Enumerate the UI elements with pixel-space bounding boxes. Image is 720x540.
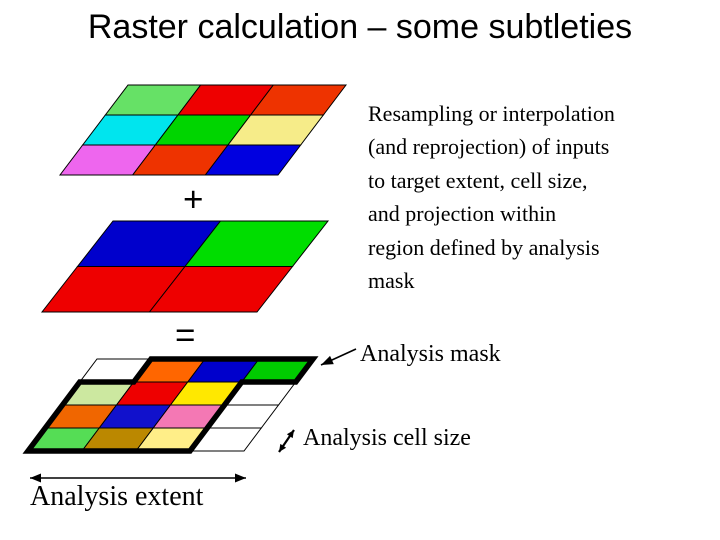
analysis-extent-arrow — [30, 473, 246, 483]
raster-cell — [204, 144, 302, 176]
description-line: to target extent, cell size, — [368, 167, 588, 193]
arrowhead — [286, 430, 294, 439]
raster-cell — [148, 266, 294, 313]
arrowhead — [30, 473, 41, 483]
input-raster-1-grid — [58, 84, 348, 176]
description-line: mask — [368, 268, 415, 294]
arrowhead — [235, 473, 246, 483]
equals-operator: = — [175, 316, 196, 355]
analysis-cell-size-label: Analysis cell size — [303, 425, 471, 451]
analysis-cell-size-arrow — [278, 429, 295, 453]
input-raster-2-grid — [40, 220, 330, 313]
description-line: region defined by analysis — [368, 234, 600, 260]
analysis-mask-outline — [22, 356, 319, 454]
slide-title: Raster calculation – some subtleties — [87, 8, 633, 46]
analysis-extent-label: Analysis extent — [30, 481, 204, 512]
description-line: and projection within — [368, 201, 557, 227]
description-text: Resampling or interpolation (and reproje… — [368, 97, 713, 297]
arrowhead — [321, 355, 334, 365]
arrowhead — [279, 443, 287, 452]
plus-operator: + — [183, 180, 204, 219]
output-raster-grid — [27, 358, 314, 452]
analysis-mask-arrow — [320, 348, 357, 366]
description-line: Resampling or interpolation — [368, 101, 615, 126]
description-line: (and reprojection) of inputs — [368, 134, 610, 160]
analysis-mask-label: Analysis mask — [360, 341, 501, 367]
